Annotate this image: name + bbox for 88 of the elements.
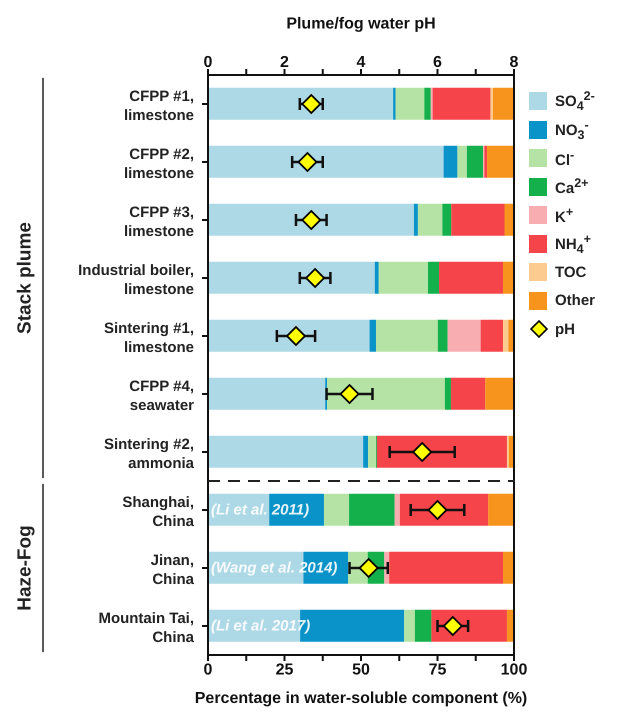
x-tick-label: 100 (500, 661, 528, 678)
bar (208, 88, 394, 120)
bar (327, 378, 445, 410)
bar (502, 320, 508, 352)
y-tick-label: CFPP #3, limestone (124, 204, 194, 240)
y-tick-label: Industrial boiler, limestone (78, 262, 194, 298)
bar (376, 436, 507, 468)
bar (492, 88, 514, 120)
y-tick-label: CFPP #1, limestone (124, 88, 194, 124)
legend-label: TOC (555, 264, 586, 281)
x2-tick-label: 4 (356, 54, 366, 71)
bar (488, 494, 514, 526)
bar (414, 610, 432, 642)
bar (438, 320, 448, 352)
bar (389, 552, 503, 584)
point (442, 616, 463, 636)
y-tick-label: CFPP #4, seawater (129, 378, 194, 414)
bar (450, 378, 486, 410)
bar (208, 320, 370, 352)
legend-label: Ca$^{2+}$ (555, 176, 588, 198)
point (412, 442, 432, 462)
bar (324, 494, 350, 526)
x-tick-label: 25 (276, 661, 294, 678)
bar (439, 262, 503, 294)
point (305, 268, 325, 288)
bar (414, 204, 418, 236)
legend-label: Cl$^{-}$ (555, 148, 574, 169)
bar (480, 320, 503, 352)
bar (432, 88, 490, 120)
bar (208, 146, 444, 178)
y-tick-label: Mountain Tai, China (98, 610, 195, 646)
bar (363, 436, 368, 468)
bar (208, 204, 414, 236)
bar (487, 146, 514, 178)
bar (393, 88, 396, 120)
bar (448, 320, 481, 352)
bar (502, 262, 514, 294)
bar (451, 204, 505, 236)
bar (424, 88, 431, 120)
bar (418, 204, 442, 236)
x2-tick-label: 8 (510, 54, 519, 71)
bar (485, 378, 514, 410)
bar (396, 88, 424, 120)
bar (466, 146, 484, 178)
y-tick-label: Sintering #2, ammonia (104, 436, 195, 472)
text: Haze-Fog (14, 525, 36, 611)
y-tick-label: Shanghai, China (122, 494, 195, 530)
bar (457, 146, 467, 178)
x-tick-label: 75 (428, 661, 446, 678)
bar (484, 146, 488, 178)
x2-axis-title: Plume/fog water pH (286, 15, 436, 32)
point (340, 384, 360, 404)
bar (208, 262, 375, 294)
y-tick-label: CFPP #2, limestone (124, 146, 194, 182)
bar (490, 88, 493, 120)
bar (444, 146, 458, 178)
point (286, 326, 306, 346)
point (301, 210, 322, 230)
bar (502, 552, 514, 584)
point (298, 152, 318, 172)
text: Stack plume (14, 222, 36, 334)
x-tick-label: 0 (204, 661, 213, 678)
bar (428, 262, 440, 294)
bar (208, 378, 326, 410)
legend-label: pH (555, 320, 575, 338)
bar (394, 494, 400, 526)
x-axis-title: Percentage in water-soluble component (%) (194, 690, 528, 707)
bar (370, 320, 376, 352)
y-tick-label: Sintering #1, limestone (104, 320, 194, 356)
y-tick-label: Jinan, China (150, 552, 195, 588)
bar (444, 378, 451, 410)
bar (368, 436, 376, 468)
x-tick-label: 50 (352, 661, 370, 678)
x2-tick-label: 0 (204, 54, 213, 71)
bar (349, 494, 395, 526)
x2-tick-label: 6 (433, 54, 442, 71)
annotation: (Li et al. 2011) (211, 502, 310, 518)
bar (504, 204, 514, 236)
legend-label: Other (555, 292, 596, 310)
bar (376, 320, 438, 352)
point (428, 500, 448, 520)
bar (404, 610, 415, 642)
x2-tick-label: 2 (280, 54, 290, 71)
bar (442, 204, 452, 236)
bar (208, 436, 364, 468)
bar (378, 262, 428, 294)
legend-label: K$^{+}$ (555, 204, 574, 226)
point (358, 558, 379, 578)
